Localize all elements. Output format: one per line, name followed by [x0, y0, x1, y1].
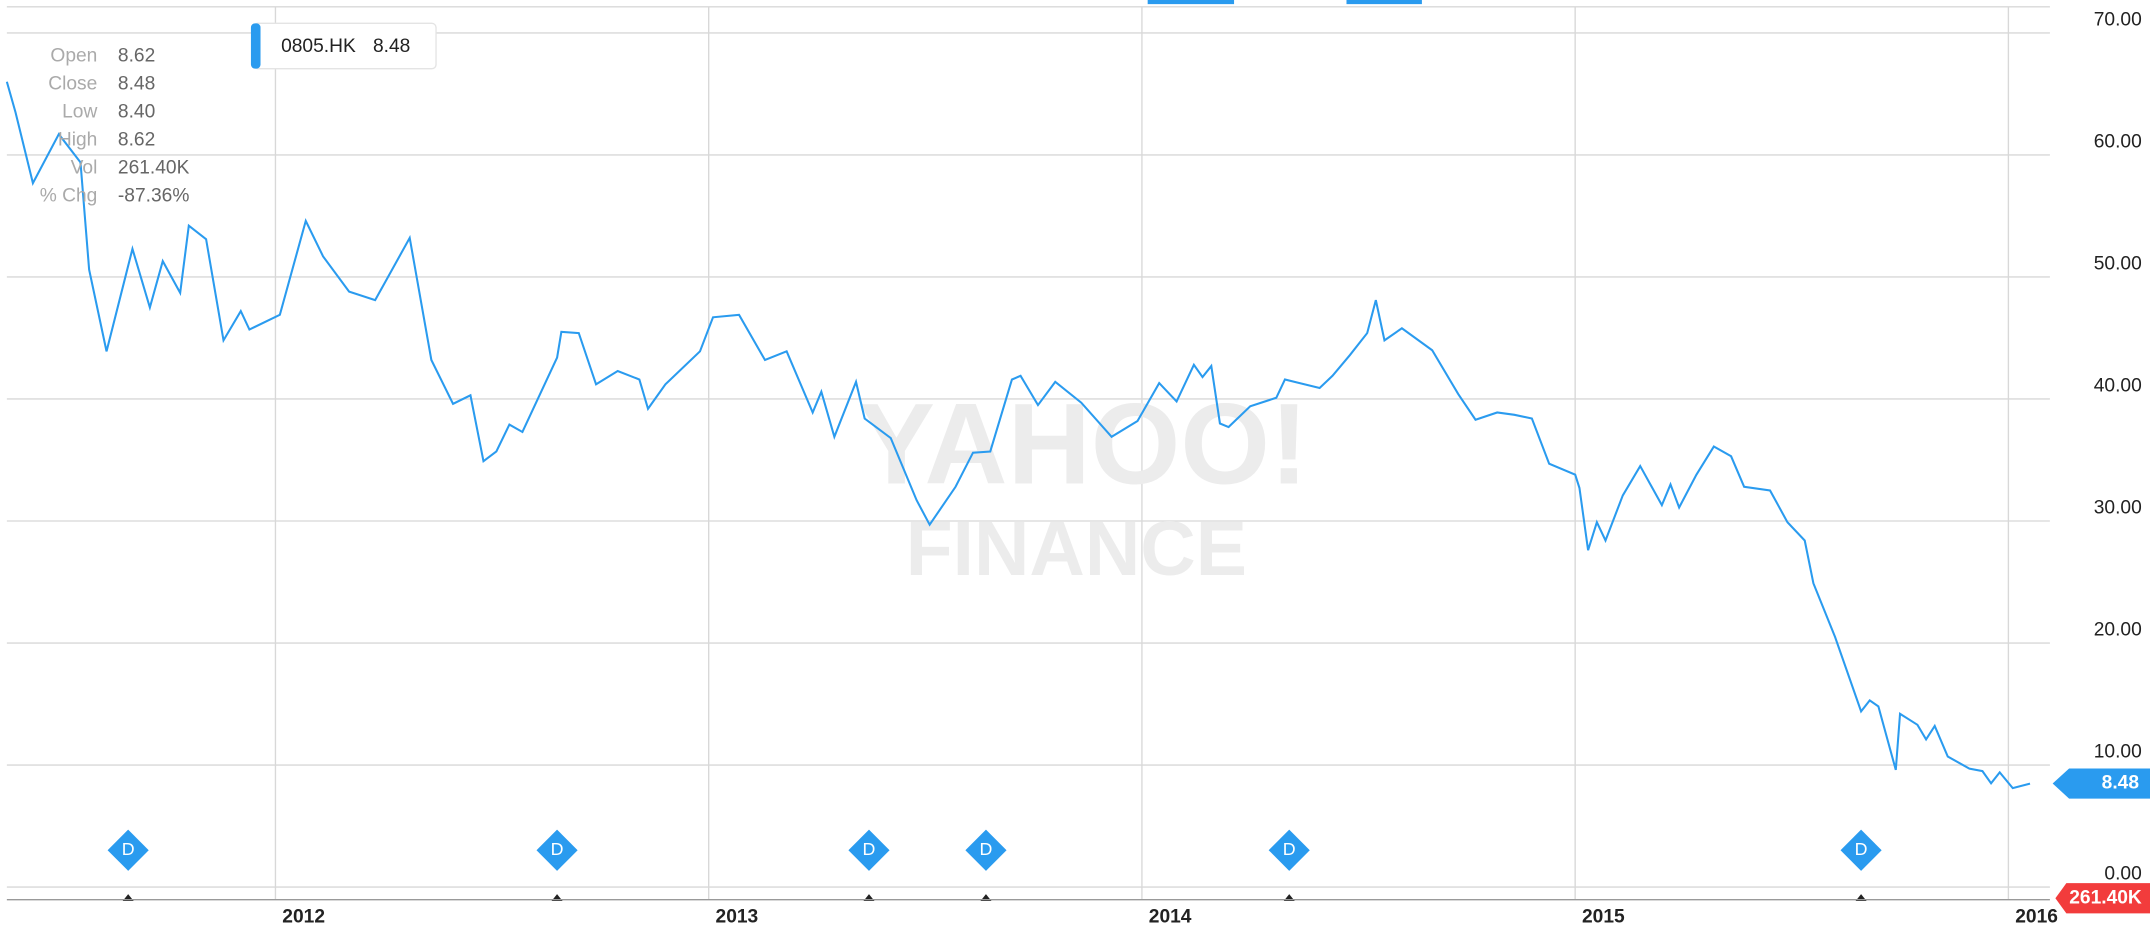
dividend-marker	[848, 829, 890, 871]
watermark: YAHOO!	[858, 381, 1308, 509]
volume-tag-label: 261.40K	[2069, 887, 2142, 908]
tooltip-label: High	[58, 129, 97, 150]
dividend-label: D	[1283, 839, 1296, 859]
y-tick-label: 60.00	[2094, 132, 2142, 153]
price-tag	[2052, 768, 2150, 799]
tab-indicator	[1147, 0, 1235, 5]
legend-symbol: 0805.HK	[281, 36, 356, 57]
tooltip-value: -87.36%	[118, 185, 189, 206]
dividend-marker	[107, 829, 149, 871]
x-tick-label: 2016	[2015, 907, 2058, 928]
y-tick-label: 50.00	[2094, 254, 2142, 275]
dividend-marker	[536, 829, 578, 871]
x-tick-label: 2014	[1149, 907, 1192, 928]
x-tick-label: 2015	[1582, 907, 1625, 928]
tooltip-value: 8.62	[118, 45, 155, 66]
tooltip-label: % Chg	[40, 185, 98, 206]
legend-swatch	[250, 23, 261, 69]
y-tick-label: 70.00	[2094, 10, 2142, 31]
watermark: FINANCE	[906, 506, 1247, 592]
dividend-label: D	[122, 839, 135, 859]
dividend-marker	[1840, 829, 1882, 871]
y-tick-label: 0.00	[2104, 864, 2141, 885]
tooltip-value: 8.48	[118, 73, 155, 94]
tooltip-label: Close	[48, 73, 97, 94]
dividend-label: D	[1855, 839, 1868, 859]
tab-indicator	[1346, 0, 1422, 5]
price-tag-label: 8.48	[2102, 773, 2140, 794]
dividend-label: D	[980, 839, 993, 859]
legend-value: 8.48	[373, 36, 410, 57]
x-tick-label: 2013	[716, 907, 759, 928]
tooltip: Open 8.62 Close 8.48 Low 8.40 High 8.62 Vol 261.4…	[40, 45, 190, 206]
y-tick-label: 30.00	[2094, 498, 2142, 519]
tooltip-label: Low	[62, 101, 97, 122]
dividend-marker	[1268, 829, 1310, 871]
x-tick-label: 2012	[282, 907, 325, 928]
tags: 8.48 261.40K	[2052, 768, 2150, 914]
tooltip-value: 261.40K	[118, 157, 190, 178]
tooltip-label: Open	[50, 45, 97, 66]
y-tick-label: 20.00	[2094, 620, 2142, 641]
dividend-marker	[965, 829, 1007, 871]
dividend-label: D	[551, 839, 564, 859]
tooltip-value: 8.62	[118, 129, 155, 150]
volume-tag	[2055, 883, 2150, 914]
price-line	[5, 81, 2031, 790]
y-tick-label: 40.00	[2094, 376, 2142, 397]
dividend-label: D	[863, 839, 876, 859]
tooltip-value: 8.40	[118, 101, 155, 122]
y-tick-label: 10.00	[2094, 742, 2142, 763]
tooltip-label: Vol	[71, 157, 98, 178]
